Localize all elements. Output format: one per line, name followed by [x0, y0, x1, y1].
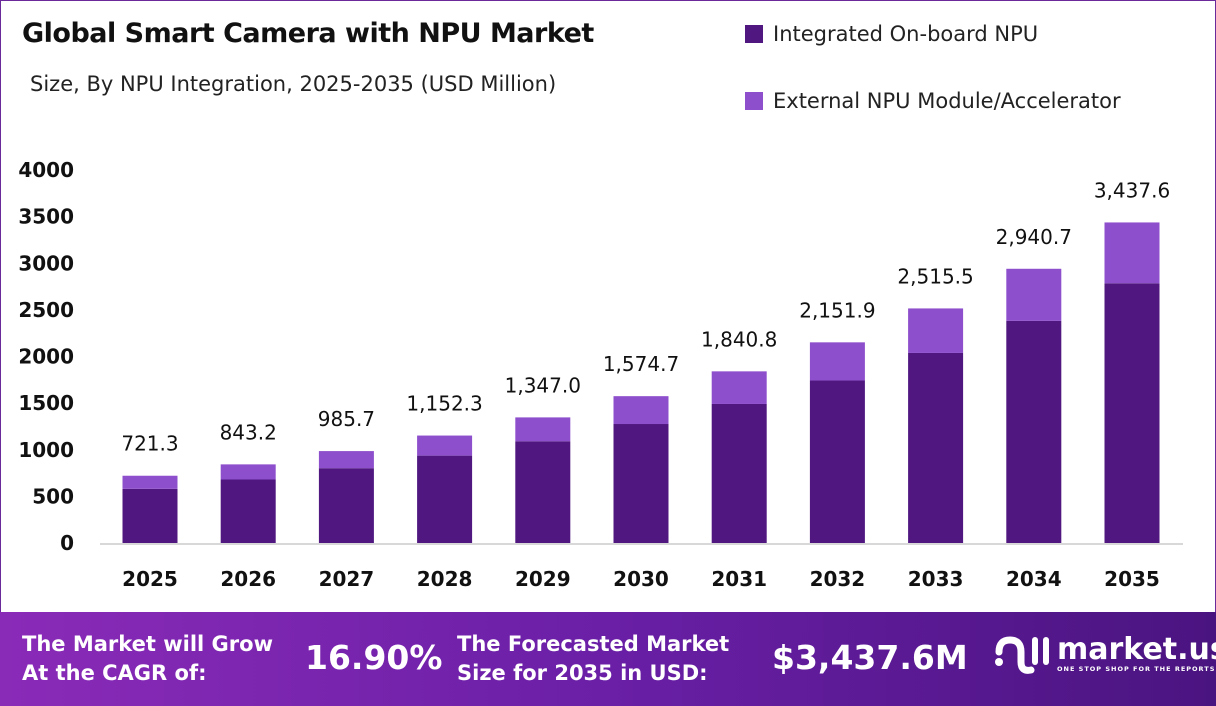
chart-subtitle: Size, By NPU Integration, 2025-2035 (USD… [30, 72, 557, 96]
bar-segment-integrated [711, 403, 767, 543]
bar-segment-integrated [417, 455, 473, 543]
x-tick-label: 2033 [908, 567, 964, 591]
legend-item-external: External NPU Module/Accelerator [745, 89, 1121, 113]
bar-segment-integrated [809, 380, 865, 543]
y-tick-label: 3500 [18, 205, 74, 229]
x-tick-label: 2032 [810, 567, 866, 591]
x-tick-label: 2028 [417, 567, 473, 591]
bar-segment-integrated [220, 479, 276, 543]
x-tick-label: 2031 [711, 567, 767, 591]
bar-segment-integrated [122, 488, 178, 543]
bar-segment-external [417, 435, 473, 456]
bar-chart: 0 500 1000 1500 2000 2500 3000 3500 4000 721.3 202… [18, 158, 1183, 591]
x-tick-label: 2029 [515, 567, 571, 591]
footer-banner: The Market will Grow At the CAGR of: 16.9… [0, 612, 1216, 706]
data-label: 1,574.7 [603, 352, 679, 376]
bar-segment-integrated [613, 424, 669, 543]
data-label: 985.7 [318, 407, 375, 431]
forecast-label-line: The Forecasted Market [457, 632, 730, 656]
data-label: 843.2 [220, 420, 277, 444]
logo-icon [995, 636, 1049, 674]
legend-item-integrated: Integrated On-board NPU [745, 22, 1038, 46]
bar-segment-integrated [318, 468, 374, 543]
cagr-label-line: At the CAGR of: [22, 661, 207, 685]
bar-segment-integrated [1006, 320, 1062, 543]
y-tick-label: 2500 [18, 298, 74, 322]
bar-segment-integrated [908, 352, 964, 543]
bar-segment-external [515, 417, 571, 442]
bar-segment-external [220, 464, 276, 480]
logo-name: market.us [1057, 632, 1216, 667]
cagr-label-line: The Market will Grow [22, 632, 273, 656]
data-label: 2,151.9 [799, 298, 875, 322]
legend-swatch [745, 92, 763, 110]
bar-segment-external [613, 396, 669, 425]
x-tick-label: 2025 [122, 567, 178, 591]
y-tick-label: 1500 [18, 391, 74, 415]
data-label: 1,347.0 [505, 373, 581, 397]
legend-label: Integrated On-board NPU [773, 22, 1039, 46]
market-us-logo: market.us ONE STOP SHOP FOR THE REPORTS [993, 632, 1216, 676]
cagr-value: 16.90% [305, 638, 443, 677]
y-tick-label: 4000 [18, 158, 74, 182]
x-tick-label: 2030 [613, 567, 669, 591]
forecast-value: $3,437.6M [772, 638, 968, 677]
bar-segment-external [1104, 222, 1160, 284]
bar-segment-integrated [1104, 283, 1160, 543]
forecast-label: The Forecasted Market Size for 2035 in US… [457, 630, 729, 688]
forecast-label-line: Size for 2035 in USD: [457, 661, 708, 685]
bar-segment-external [122, 475, 178, 489]
x-tick-label: 2035 [1104, 567, 1160, 591]
cagr-label: The Market will Grow At the CAGR of: [22, 630, 273, 688]
data-label: 1,152.3 [406, 392, 482, 416]
data-label: 3,437.6 [1094, 178, 1170, 202]
data-label: 1,840.8 [701, 327, 777, 351]
x-tick-label: 2034 [1006, 567, 1062, 591]
y-tick-label: 1000 [18, 438, 74, 462]
bar-segment-integrated [515, 441, 571, 543]
logo-tagline: ONE STOP SHOP FOR THE REPORTS [1057, 665, 1216, 673]
bar-segment-external [318, 451, 374, 469]
y-tick-label: 0 [60, 531, 74, 555]
x-tick-label: 2027 [319, 567, 375, 591]
y-tick-label: 2000 [18, 345, 74, 369]
y-tick-label: 500 [32, 484, 74, 508]
legend-swatch [745, 25, 763, 43]
bar-segment-external [1006, 268, 1062, 321]
data-label: 2,940.7 [996, 225, 1072, 249]
bar-segment-external [711, 371, 767, 404]
bar-segment-external [908, 308, 964, 353]
bar-segment-external [809, 342, 865, 381]
y-tick-label: 3000 [18, 251, 74, 275]
chart-title: Global Smart Camera with NPU Market [22, 18, 594, 49]
data-label: 2,515.5 [897, 264, 973, 288]
legend-label: External NPU Module/Accelerator [773, 89, 1121, 113]
data-label: 721.3 [121, 432, 178, 456]
x-tick-label: 2026 [220, 567, 276, 591]
